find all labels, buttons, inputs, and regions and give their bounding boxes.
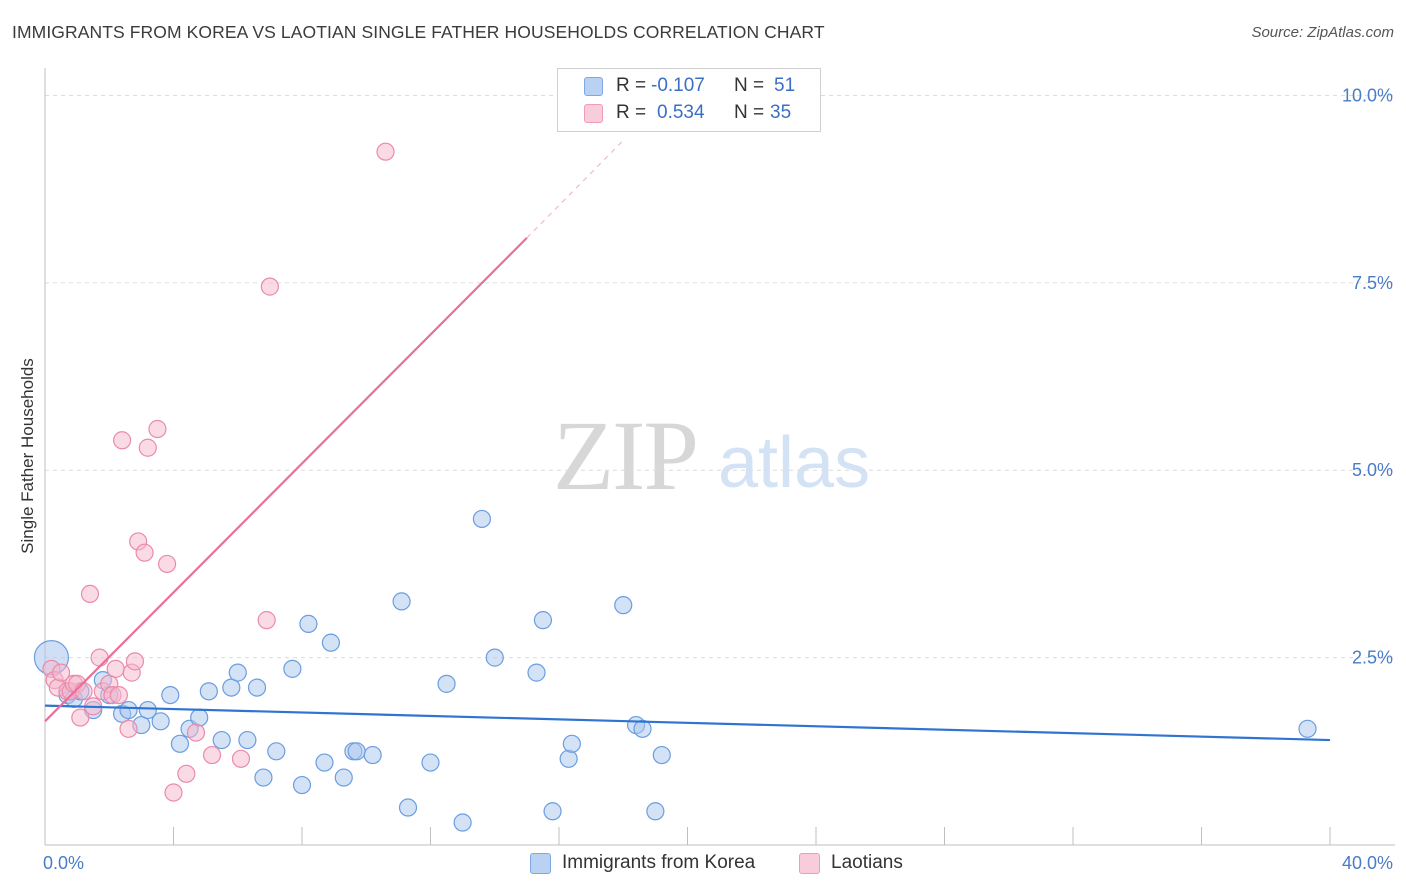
bottom-legend-swatch-laotians	[799, 853, 820, 874]
data-point-korea	[267, 742, 286, 761]
data-point-korea	[161, 685, 180, 705]
data-point-laotians	[260, 277, 279, 296]
data-point-korea	[321, 633, 341, 652]
data-point-laotians	[231, 749, 251, 768]
watermark-atlas: atlas	[718, 423, 871, 503]
data-point-korea	[646, 802, 665, 821]
data-point-korea	[437, 674, 456, 693]
y-tick-label: 2.5%	[1352, 648, 1393, 668]
trend-line-extension-laotians	[526, 140, 624, 239]
data-point-laotians	[125, 652, 145, 671]
data-point-laotians	[90, 648, 109, 667]
data-point-korea	[1298, 719, 1317, 738]
data-point-laotians	[71, 708, 90, 727]
data-point-korea	[222, 678, 241, 697]
trend-line-laotians	[44, 237, 528, 723]
data-point-laotians	[109, 685, 128, 705]
data-point-korea	[138, 700, 157, 720]
stats-legend: R = -0.107 N = 51 R = 0.534 N = 35	[557, 68, 821, 132]
data-point-korea	[238, 730, 257, 750]
data-point-korea	[652, 745, 671, 765]
data-point-korea	[543, 802, 562, 821]
data-point-laotians	[51, 663, 71, 682]
y-tick-label: 5.0%	[1352, 460, 1393, 480]
legend-swatch-laotians	[584, 104, 603, 123]
data-point-laotians	[376, 142, 395, 161]
data-point-korea	[453, 813, 472, 832]
bottom-legend-label-laotians: Laotians	[831, 852, 903, 873]
data-point-laotians	[186, 723, 206, 742]
data-point-korea	[151, 712, 170, 731]
data-point-laotians	[106, 659, 125, 678]
x-tick-label: 40.0%	[1342, 853, 1393, 873]
data-point-korea	[614, 596, 633, 615]
data-point-korea	[392, 592, 411, 611]
data-point-korea	[292, 775, 312, 795]
data-point-korea	[212, 730, 231, 750]
legend-r-label: R =	[616, 75, 647, 96]
data-point-korea	[199, 682, 218, 701]
y-tick-label: 7.5%	[1352, 273, 1393, 293]
data-point-laotians	[164, 783, 183, 802]
data-point-korea	[247, 678, 267, 697]
legend-r-value: -0.107	[651, 75, 705, 96]
legend-n-label: N =	[734, 102, 765, 123]
data-point-laotians	[148, 419, 167, 439]
data-point-korea	[363, 745, 382, 765]
y-tick-label: 10.0%	[1342, 85, 1393, 105]
data-point-laotians	[177, 764, 196, 783]
data-point-korea	[559, 749, 578, 768]
data-point-korea	[472, 509, 491, 529]
data-point-laotians	[138, 438, 157, 457]
data-point-korea	[254, 768, 273, 787]
data-point-korea	[283, 659, 302, 678]
legend-n-value: 51	[774, 75, 796, 96]
data-point-laotians	[74, 682, 93, 701]
data-point-korea	[299, 614, 318, 633]
data-point-laotians	[202, 745, 222, 765]
data-point-korea	[190, 708, 209, 727]
watermark-zip: ZIP	[553, 400, 699, 511]
data-point-korea	[562, 734, 581, 753]
x-tick-label: 0.0%	[43, 853, 84, 873]
data-point-korea	[170, 734, 190, 753]
data-point-laotians	[135, 543, 154, 562]
data-point-korea	[398, 798, 418, 817]
data-point-korea	[421, 753, 440, 772]
data-point-korea	[527, 663, 546, 682]
data-point-korea	[334, 768, 353, 787]
legend-r-label: R =	[616, 102, 647, 123]
data-point-korea	[485, 648, 504, 667]
legend-n-label: N =	[734, 75, 765, 96]
legend-n-value: 35	[770, 102, 792, 123]
bottom-legend-swatch-korea	[530, 853, 551, 874]
legend-swatch-korea	[584, 77, 603, 96]
data-point-korea	[633, 719, 652, 738]
bottom-legend-label-korea: Immigrants from Korea	[562, 852, 756, 873]
data-point-laotians	[112, 431, 132, 450]
data-point-korea	[347, 742, 366, 761]
data-point-korea	[119, 700, 138, 720]
legend-r-value: 0.534	[657, 102, 705, 123]
data-point-laotians	[119, 719, 138, 738]
chart-title: IMMIGRANTS FROM KOREA VS LAOTIAN SINGLE …	[12, 22, 825, 42]
data-point-korea	[228, 663, 247, 682]
data-point-korea	[533, 611, 553, 630]
data-point-laotians	[257, 611, 276, 630]
trend-line-korea	[44, 704, 1331, 742]
data-point-laotians	[157, 554, 177, 574]
source-credit: Source: ZipAtlas.com	[1251, 24, 1394, 41]
data-point-korea	[315, 753, 334, 772]
data-point-laotians	[80, 584, 100, 604]
